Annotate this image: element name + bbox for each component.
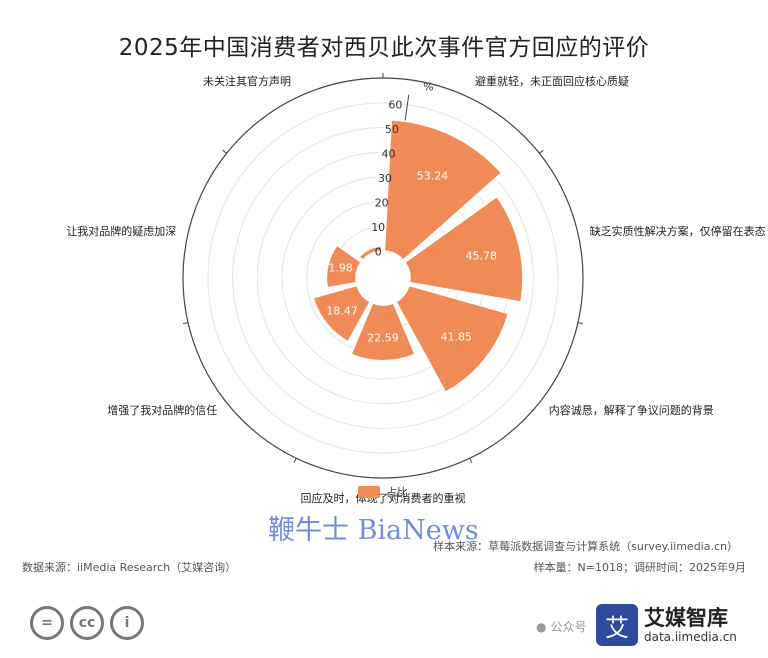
- bar-2: [394, 284, 510, 394]
- unit-label: %: [423, 80, 433, 93]
- license-icons: = cc i: [30, 606, 144, 640]
- radial-tick-label-1: 10: [371, 221, 385, 234]
- brand-logo: 艾: [596, 604, 638, 646]
- radial-tick-label-0: 0: [375, 245, 382, 258]
- value-label-0: 53.24: [417, 169, 449, 182]
- brand-url: data.iimedia.cn: [644, 630, 737, 644]
- category-label-4: 增强了我对品牌的信任: [107, 403, 217, 417]
- brand-name: 艾媒智库: [644, 606, 728, 630]
- bar-5: [325, 244, 363, 289]
- watermark: 鞭牛士 BiaNews: [268, 515, 479, 546]
- equal-icon: =: [30, 606, 64, 640]
- outer-tick-6: [222, 149, 227, 154]
- bar-4: [312, 284, 372, 343]
- radial-tick-label-4: 40: [381, 148, 395, 161]
- legend-swatch: [358, 486, 380, 498]
- grid-ring-5: [232, 127, 534, 429]
- category-label-5: 让我对品牌的疑虑加深: [66, 224, 176, 238]
- sample-info: 样本量：N=1018；调研时间：2025年9月: [533, 561, 746, 574]
- outer-tick-5: [183, 322, 189, 325]
- wechat-icon: ●: [536, 619, 547, 634]
- value-label-6: 1.96: [350, 230, 375, 243]
- category-label-3: 回应及时，体现了对消费者的重视: [301, 491, 466, 505]
- chart-bars: [312, 119, 524, 394]
- bar-1: [403, 195, 524, 303]
- radial-tick-label-6: 60: [388, 99, 402, 112]
- radial-tick-label-2: 20: [375, 196, 389, 209]
- bar-0: [383, 119, 503, 262]
- value-label-3: 22.59: [367, 332, 399, 345]
- category-label-1: 缺乏实质性解决方案，仅停留在表态: [590, 224, 766, 238]
- page-title: 2025年中国消费者对西贝此次事件官方回应的评价: [118, 35, 650, 61]
- category-label-6: 未关注其官方声明: [203, 74, 291, 88]
- chart-labels: 53.24 45.78 41.85 22.59 18.47 11.98 1.96 避重就轻，未…: [66, 74, 765, 505]
- value-label-4: 18.47: [326, 305, 358, 318]
- value-label-1: 45.78: [465, 250, 497, 263]
- category-label-2: 内容诚恳，解释了争议问题的背景: [549, 403, 714, 417]
- person-icon: i: [110, 606, 144, 640]
- bar-3: [350, 301, 416, 362]
- legend-label: 占比: [386, 486, 408, 499]
- data-source: 数据来源：iiMedia Research（艾媒咨询）: [22, 561, 237, 574]
- chart-grid: [182, 73, 584, 479]
- outer-tick-2: [577, 322, 583, 325]
- wechat-text: 公众号: [550, 620, 587, 634]
- outer-tick-4: [293, 457, 297, 463]
- value-label-5: 11.98: [321, 262, 353, 275]
- grid-ring-6: [207, 102, 559, 454]
- chart-legend[interactable]: 占比: [358, 484, 408, 500]
- outer-tick-3: [469, 457, 473, 463]
- sample-source: 样本来源：草莓派数据调查与计算系统（survey.iimedia.cn）: [433, 540, 738, 553]
- radial-tick-label-5: 50: [385, 123, 399, 136]
- cc-icon: cc: [70, 606, 104, 640]
- radial-tick-label-3: 30: [378, 172, 392, 185]
- wechat-account: ● 公众号: [536, 618, 587, 635]
- bar-6: [358, 245, 383, 262]
- outer-tick-1: [539, 149, 544, 154]
- category-label-0: 避重就轻，未正面回应核心质疑: [475, 74, 629, 88]
- brand: 艾 艾媒智库 data.iimedia.cn: [596, 604, 737, 646]
- value-label-2: 41.85: [441, 330, 473, 343]
